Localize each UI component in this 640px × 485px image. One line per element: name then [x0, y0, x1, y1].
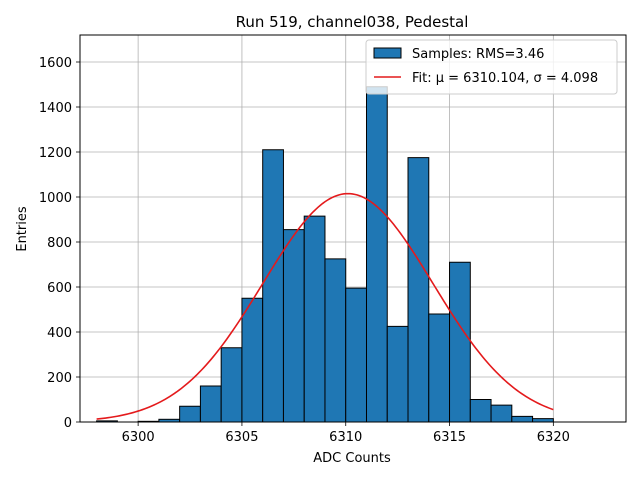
histogram-bar — [324, 258, 347, 423]
grid — [80, 35, 626, 423]
y-tick-label: 0 — [64, 416, 72, 431]
histogram-bar — [428, 313, 451, 423]
histogram-bar — [241, 297, 264, 423]
legend-box — [365, 39, 618, 95]
x-tick-label: 6310 — [329, 430, 362, 445]
y-tick-label: 200 — [47, 371, 72, 386]
y-axis-label: Entries — [15, 206, 30, 252]
histogram-bar — [303, 215, 326, 423]
x-axis-label: ADC Counts — [313, 451, 391, 466]
x-tick-label: 6320 — [537, 430, 570, 445]
histogram-bar — [282, 229, 305, 423]
x-axis-ticks: 6300 6305 6310 6315 6320 — [122, 422, 570, 445]
y-axis-ticks: 0 200 400 600 800 1000 1200 1400 1600 — [39, 56, 80, 431]
y-tick-label: 1000 — [39, 191, 72, 206]
chart-title: Run 519, channel038, Pedestal — [236, 13, 469, 31]
histogram-bar — [511, 415, 534, 423]
histogram-bar — [469, 399, 492, 423]
histogram-bar — [532, 418, 554, 423]
fit-curve — [96, 192, 554, 420]
legend: Samples: RMS=3.46 Fit: μ = 6310.104, σ =… — [365, 39, 618, 95]
legend-samples-swatch — [373, 47, 402, 59]
plot-frame — [79, 34, 627, 423]
histogram-bar — [407, 157, 430, 423]
histogram-bar — [199, 385, 222, 423]
legend-fit-label: Fit: μ = 6310.104, σ = 4.098 — [412, 71, 598, 86]
y-tick-label: 1600 — [39, 56, 72, 71]
histogram-bar — [345, 287, 367, 423]
histogram-bars — [96, 86, 554, 423]
x-tick-label: 6315 — [433, 430, 466, 445]
y-tick-label: 400 — [47, 326, 72, 341]
histogram-bar — [220, 347, 243, 423]
y-tick-label: 800 — [47, 236, 72, 251]
histogram-bar — [365, 86, 388, 423]
y-tick-label: 1400 — [39, 101, 72, 116]
histogram-bar — [262, 149, 284, 423]
histogram-bar — [386, 325, 409, 423]
x-tick-label: 6300 — [122, 430, 155, 445]
y-tick-label: 1200 — [39, 146, 72, 161]
y-tick-label: 600 — [47, 281, 72, 296]
histogram-bar — [179, 405, 201, 423]
histogram-bar — [490, 404, 513, 423]
x-tick-label: 6305 — [225, 430, 258, 445]
legend-samples-label: Samples: RMS=3.46 — [412, 47, 544, 62]
histogram-bar — [449, 261, 471, 423]
